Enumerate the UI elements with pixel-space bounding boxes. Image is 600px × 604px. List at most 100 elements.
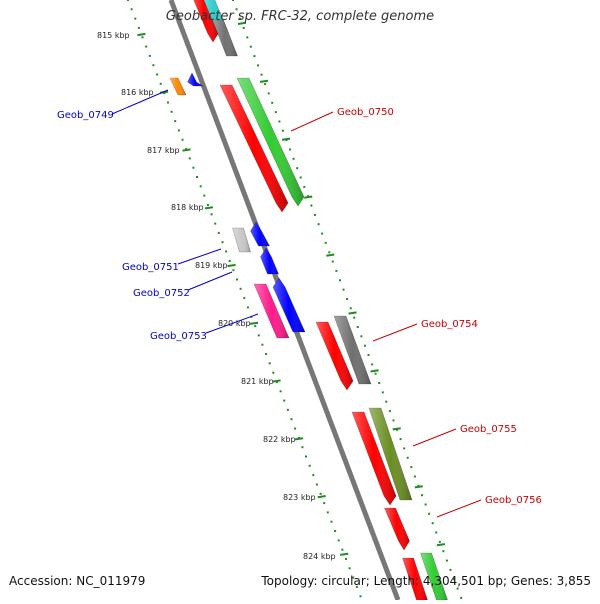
track-dot — [192, 166, 195, 169]
gene-geob-0749-shade — [170, 78, 186, 95]
leader-geob-0753 — [205, 313, 259, 334]
track-dot — [355, 585, 358, 588]
track-dot — [290, 418, 293, 421]
track-dot — [345, 558, 347, 560]
track-dot — [349, 307, 352, 310]
track-dot — [141, 36, 144, 39]
gene-label-geob-0749[interactable]: Geob_0749 — [57, 110, 114, 121]
outer-scale-track — [232, 0, 463, 599]
track-dot — [310, 204, 313, 207]
track-dot — [127, 0, 129, 1]
gene-label-geob-0756[interactable]: Geob_0756 — [485, 495, 542, 506]
track-dot — [276, 381, 278, 383]
gene-label-geob-0753[interactable]: Geob_0753 — [150, 331, 207, 342]
track-dot — [321, 232, 324, 235]
kbp-tick-822: 822 kbp — [263, 435, 296, 444]
track-dot — [235, 8, 238, 11]
kbp-tick-815: 815 kbp — [97, 31, 130, 40]
track-dot — [181, 138, 184, 141]
track-tick — [340, 552, 349, 556]
track-dot — [289, 148, 292, 151]
track-dot — [278, 120, 281, 123]
gene-geob-0753-shade — [254, 284, 289, 338]
track-dot — [272, 371, 275, 374]
gene-label-geob-0755[interactable]: Geob_0755 — [460, 424, 517, 435]
track-dot — [449, 568, 452, 571]
track-dot — [206, 204, 209, 206]
track-dot — [246, 306, 249, 309]
track-dot — [356, 326, 359, 328]
track-dot — [359, 595, 362, 598]
track-dot — [326, 511, 329, 514]
track-tick — [392, 427, 401, 431]
gene-label-geob-0752[interactable]: Geob_0752 — [133, 288, 190, 299]
track-tick — [304, 195, 313, 199]
track-dot — [388, 410, 391, 413]
track-dot — [253, 55, 256, 58]
leader-geob-0751 — [177, 248, 222, 265]
track-dot — [442, 550, 445, 553]
track-dot — [346, 298, 349, 300]
leader-geob-0752 — [187, 271, 233, 291]
track-tick — [348, 311, 357, 315]
track-dot — [308, 464, 311, 467]
kbp-tick-821: 821 kbp — [241, 377, 274, 386]
track-dot — [221, 241, 224, 244]
track-dot — [341, 548, 344, 551]
kbp-tick-823: 823 kbp — [283, 493, 316, 502]
gene-gray-0754-shade — [334, 316, 371, 384]
track-dot — [174, 120, 177, 123]
kbp-tick-818: 818 kbp — [171, 203, 204, 212]
gene-blue-0753-shade — [273, 278, 305, 332]
track-tick — [227, 263, 236, 268]
track-dot — [130, 8, 133, 11]
track-dot — [134, 17, 137, 20]
track-dot — [331, 260, 334, 263]
kbp-tick-819: 819 kbp — [195, 261, 228, 270]
track-dot — [283, 399, 286, 402]
topology-text: Topology: circular; Length: 4,304,501 bp… — [261, 574, 591, 588]
gene-green-0750-shade — [237, 78, 304, 206]
track-dot — [257, 334, 260, 337]
track-dot — [232, 269, 235, 272]
track-dot — [261, 343, 264, 346]
gene-label-geob-0754[interactable]: Geob_0754 — [421, 319, 478, 330]
track-dot — [323, 502, 326, 505]
track-dot — [317, 223, 320, 226]
track-dot — [199, 185, 202, 188]
gene-label-geob-0751[interactable]: Geob_0751 — [122, 262, 179, 273]
gene-red-top-shade — [193, 0, 219, 42]
track-dot — [315, 483, 318, 486]
track-tick — [259, 79, 269, 83]
track-dot — [239, 17, 242, 20]
track-dot — [264, 83, 267, 86]
track-dot — [438, 540, 441, 543]
track-dot — [236, 278, 238, 281]
track-dot — [188, 157, 191, 160]
track-dot — [292, 157, 295, 160]
track-dot — [403, 447, 406, 450]
leader-geob-0756 — [436, 499, 482, 518]
track-dot — [274, 111, 277, 114]
track-dot — [428, 512, 431, 515]
kbp-tick-824: 824 kbp — [303, 552, 336, 561]
track-dot — [334, 530, 337, 532]
track-tick — [137, 32, 146, 37]
track-dot — [445, 559, 448, 562]
gene-blue-0751-shade — [250, 222, 270, 246]
gene-label-geob-0750[interactable]: Geob_0750 — [337, 107, 394, 118]
track-tick — [249, 321, 259, 325]
track-dot — [392, 419, 395, 422]
map-title: Geobacter sp. FRC-32, complete genome — [165, 9, 435, 24]
track-dot — [265, 353, 268, 355]
track-dot — [257, 64, 259, 67]
leader-geob-0755 — [412, 428, 457, 447]
track-dot — [406, 456, 409, 459]
gene-olive-0755-shade — [369, 408, 412, 500]
track-dot — [371, 363, 374, 366]
leader-geob-0754 — [372, 323, 418, 342]
track-dot — [453, 578, 456, 581]
track-dot — [348, 567, 351, 570]
track-dot — [312, 474, 315, 477]
track-dot — [267, 92, 270, 95]
